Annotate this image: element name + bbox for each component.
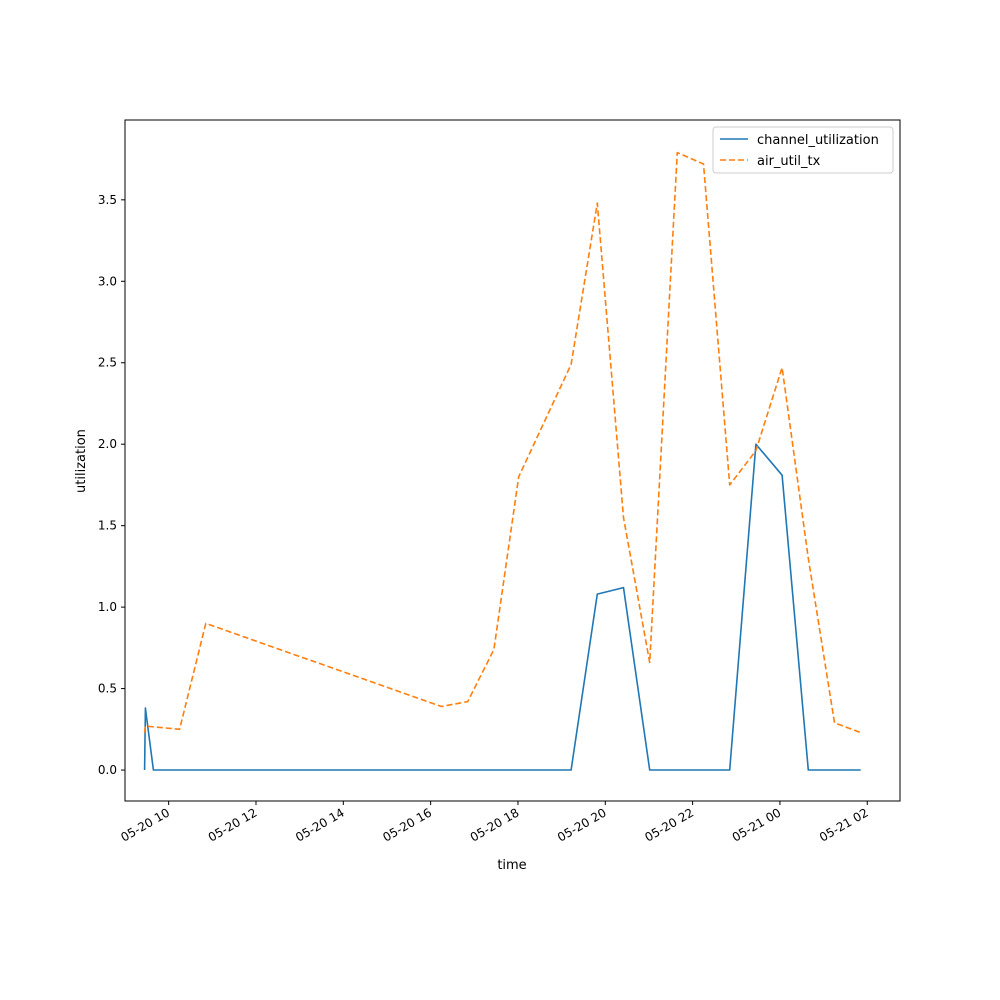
legend-label-channel-utilization: channel_utilization — [757, 133, 879, 148]
legend-box — [712, 126, 894, 174]
y-tick-label: 0.5 — [98, 682, 117, 696]
y-tick-label: 0.0 — [98, 763, 117, 777]
series-layer — [143, 151, 861, 771]
y-tick-label: 2.0 — [98, 437, 117, 451]
y-tick-label: 2.5 — [98, 356, 117, 370]
x-axis-label: time — [497, 858, 526, 873]
y-tick-label: 3.0 — [98, 274, 117, 288]
y-tick-label: 1.5 — [98, 519, 117, 533]
y-axis: 0.0 0.5 1.0 1.5 2.0 2.5 3.0 3.5 — [98, 193, 125, 777]
y-tick-label: 3.5 — [98, 193, 117, 207]
y-tick-label: 1.0 — [98, 600, 117, 614]
legend: channel_utilization air_util_tx — [712, 126, 894, 174]
legend-label-air-util-tx: air_util_tx — [757, 154, 821, 169]
y-axis-label: utilization — [74, 429, 89, 493]
axes-frame — [124, 119, 901, 802]
series-line-air-util-tx — [143, 151, 861, 734]
series-line-channel-utilization — [143, 443, 861, 771]
